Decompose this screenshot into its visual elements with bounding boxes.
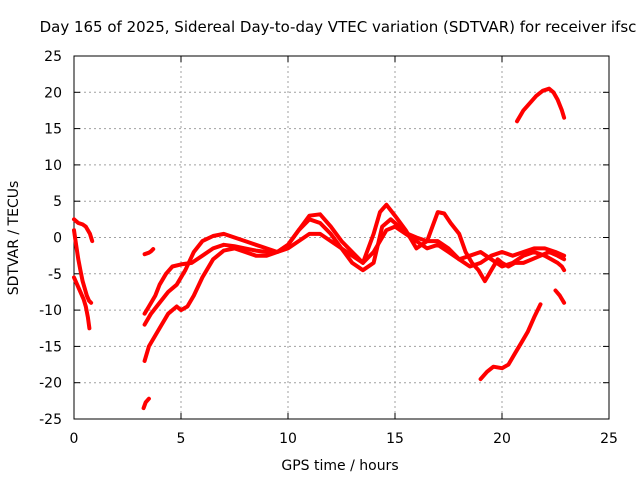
chart-title: Day 165 of 2025, Sidereal Day-to-day VTE…	[40, 18, 637, 36]
series-line-s4	[141, 396, 151, 411]
x-tick-label: 20	[493, 431, 511, 447]
data-series	[72, 86, 567, 411]
y-tick-label: -25	[39, 412, 62, 428]
x-tick-label: 0	[70, 431, 79, 447]
x-tick-label: 15	[386, 431, 404, 447]
series-line-s10	[553, 288, 567, 305]
series-line-s11	[515, 86, 567, 124]
y-tick-label: 25	[44, 49, 62, 65]
x-axis-label: GPS time / hours	[281, 458, 398, 474]
y-tick-label: -15	[39, 339, 62, 355]
series-line-s3	[72, 275, 92, 331]
y-tick-label: -20	[39, 376, 62, 392]
y-tick-label: 15	[44, 122, 62, 138]
x-tick-label: 10	[279, 431, 297, 447]
y-tick-label: 0	[53, 231, 62, 247]
y-tick-label: 20	[44, 85, 62, 101]
y-tick-label: 10	[44, 158, 62, 174]
y-tick-label: -10	[39, 303, 62, 319]
y-tick-label: 5	[53, 194, 62, 210]
y-tick-label: -5	[48, 267, 62, 283]
series-line-s7	[142, 217, 567, 327]
series-line-s1	[72, 217, 95, 244]
x-tick-label: 25	[600, 431, 618, 447]
series-line-s2	[72, 228, 94, 305]
y-axis-label: SDTVAR / TECUs	[6, 181, 22, 296]
grid	[74, 56, 609, 419]
x-tick-label: 5	[177, 431, 186, 447]
series-line-s8	[142, 202, 567, 363]
axis-ticks: 0 5 10 15 20 25 -25 -20 -15 -10 -5 0 5 10 15 20 25	[39, 49, 618, 447]
series-line-s5	[142, 247, 156, 257]
series-line-s9	[478, 302, 543, 382]
